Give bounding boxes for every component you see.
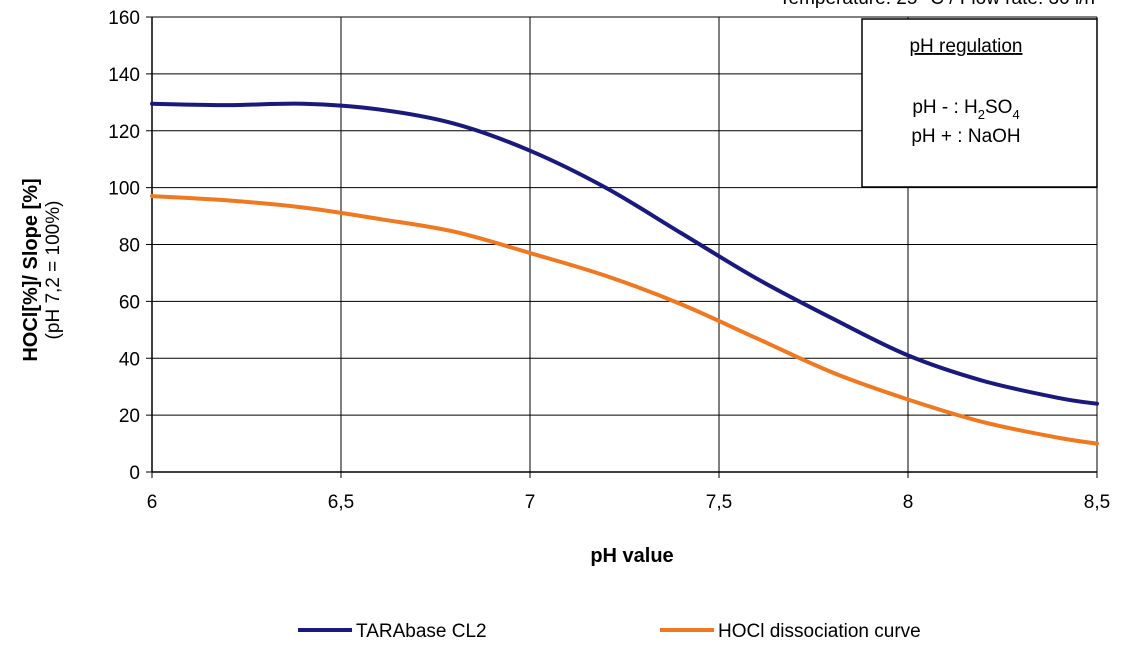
y-tick-label: 40 xyxy=(119,349,140,370)
series-line-tarabase xyxy=(150,101,1099,406)
series-layer xyxy=(150,101,1099,446)
annotation-line-1-prefix: pH - : H xyxy=(912,97,977,118)
annotation-line-2: pH + : NaOH xyxy=(911,126,1020,147)
legend: TARAbase CL2 HOCl dissociation curve xyxy=(298,621,921,642)
annotation-frame xyxy=(861,18,1098,188)
legend-label-hocl: HOCl dissociation curve xyxy=(718,621,921,642)
x-tick-label: 6,5 xyxy=(328,492,354,513)
x-axis-title: pH value xyxy=(590,545,673,567)
y-tick-label: 60 xyxy=(119,292,140,313)
x-tick-label: 6 xyxy=(147,492,158,513)
legend-label-tarabase: TARAbase CL2 xyxy=(356,621,487,642)
annotation-line-1-mid: SO xyxy=(985,97,1012,118)
series-line-hocl xyxy=(150,194,1099,446)
y-tick-label: 160 xyxy=(108,8,140,29)
annotation-title: pH regulation xyxy=(909,36,1022,57)
y-tick-labels: 0 20 40 60 80 100 120 140 160 xyxy=(108,8,140,484)
y-tick-label: 80 xyxy=(119,236,140,257)
y-tick-label: 100 xyxy=(108,179,140,200)
x-tick-label: 8,5 xyxy=(1084,492,1110,513)
x-tick-label: 7,5 xyxy=(706,492,732,513)
y-axis-title: HOCl[%]/ Slope [%] xyxy=(20,178,42,361)
y-tick-label: 140 xyxy=(108,65,140,86)
y-axis-title-group: HOCl[%]/ Slope [%] (pH 7,2 = 100%) xyxy=(20,178,64,361)
chart-header-text: Temperature: 25 °C / Flow rate: 30 l/h xyxy=(779,0,1095,9)
x-tick-label: 8 xyxy=(903,492,914,513)
annotation-line-1-sub1: 2 xyxy=(978,107,985,122)
ph-regulation-box: pH regulation pH - : H2SO4 pH + : NaOH xyxy=(861,18,1098,188)
annotation-line-1-sub2: 4 xyxy=(1012,107,1019,122)
y-axis-subtitle: (pH 7,2 = 100%) xyxy=(43,201,64,340)
x-tick-labels: 6 6,5 7 7,5 8 8,5 xyxy=(147,492,1111,513)
x-tick-label: 7 xyxy=(525,492,536,513)
y-tick-label: 0 xyxy=(129,463,140,484)
y-tick-label: 120 xyxy=(108,122,140,143)
annotation-line-1: pH - : H2SO4 xyxy=(912,97,1019,122)
y-tick-label: 20 xyxy=(119,406,140,427)
